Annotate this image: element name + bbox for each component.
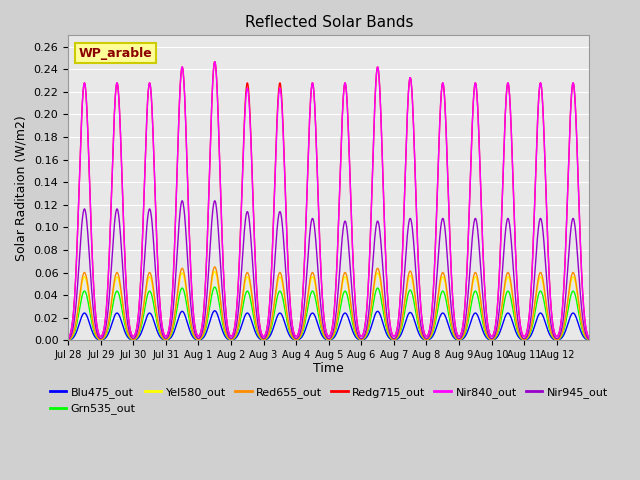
Text: WP_arable: WP_arable [79,47,152,60]
Title: Reflected Solar Bands: Reflected Solar Bands [244,15,413,30]
Y-axis label: Solar Raditaion (W/m2): Solar Raditaion (W/m2) [15,115,28,261]
Legend: Blu475_out, Grn535_out, Yel580_out, Red655_out, Redg715_out, Nir840_out, Nir945_: Blu475_out, Grn535_out, Yel580_out, Red6… [45,383,612,419]
X-axis label: Time: Time [314,361,344,374]
